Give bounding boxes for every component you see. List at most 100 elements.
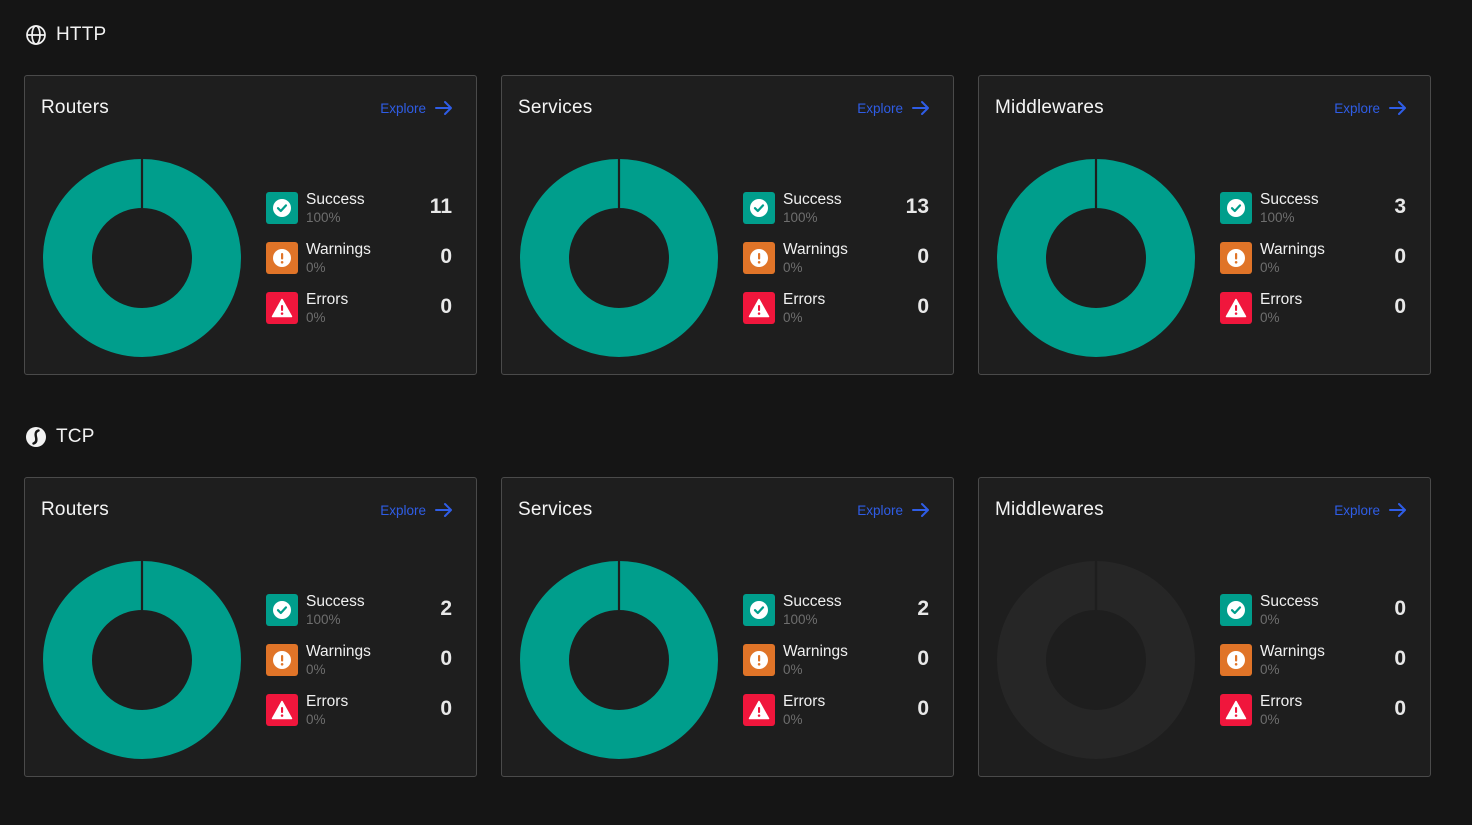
- alert-triangle-icon: [1220, 292, 1252, 324]
- stat-errors: Errors 0% 0: [1220, 693, 1406, 743]
- stat-percent: 0%: [783, 662, 803, 677]
- globe-icon: [25, 24, 47, 46]
- stat-count: 2: [440, 597, 452, 620]
- stat-label: Errors: [1260, 693, 1303, 710]
- stat-count: 0: [917, 647, 929, 670]
- exclamation-circle-icon: [266, 644, 298, 676]
- stat-count: 0: [440, 697, 452, 720]
- donut-chart: [997, 561, 1195, 759]
- exclamation-circle-icon: [1220, 242, 1252, 274]
- stat-label: Success: [1260, 593, 1319, 610]
- donut-chart: [43, 561, 241, 759]
- stat-errors: Errors 0% 0: [743, 693, 929, 743]
- stats-list: Success 100% 2 Warnings 0% 0 Errors 0% 0: [743, 593, 929, 743]
- stats-list: Success 0% 0 Warnings 0% 0 Errors 0% 0: [1220, 593, 1406, 743]
- stat-count: 0: [917, 295, 929, 318]
- exclamation-circle-icon: [743, 242, 775, 274]
- stat-label: Errors: [783, 693, 826, 710]
- arrow-right-icon: [911, 502, 931, 518]
- stat-warnings: Warnings 0% 0: [266, 241, 452, 291]
- stat-success: Success 100% 13: [743, 191, 929, 241]
- card-tcp-middlewares: Middlewares Explore Success 0% 0 Warnings 0%…: [978, 477, 1431, 777]
- stat-percent: 0%: [306, 260, 326, 275]
- explore-link[interactable]: Explore: [857, 502, 931, 518]
- stat-label: Errors: [1260, 291, 1303, 308]
- stat-errors: Errors 0% 0: [1220, 291, 1406, 341]
- http-cards-row: Routers Explore Success 100% 11 Warnings 0% 0…: [24, 75, 1431, 375]
- stat-percent: 100%: [783, 612, 818, 627]
- alert-triangle-icon: [743, 694, 775, 726]
- stat-success: Success 100% 3: [1220, 191, 1406, 241]
- explore-label: Explore: [1334, 502, 1380, 518]
- alert-triangle-icon: [266, 292, 298, 324]
- explore-label: Explore: [857, 502, 903, 518]
- card-title: Middlewares: [995, 499, 1104, 520]
- arrow-right-icon: [1388, 502, 1408, 518]
- exclamation-circle-icon: [1220, 644, 1252, 676]
- stat-percent: 100%: [1260, 210, 1295, 225]
- explore-link[interactable]: Explore: [1334, 100, 1408, 116]
- card-title: Services: [518, 97, 593, 118]
- check-circle-icon: [743, 192, 775, 224]
- check-circle-icon: [266, 192, 298, 224]
- explore-link[interactable]: Explore: [857, 100, 931, 116]
- stat-count: 13: [905, 195, 929, 218]
- stat-percent: 0%: [1260, 612, 1280, 627]
- stat-errors: Errors 0% 0: [266, 693, 452, 743]
- stat-label: Warnings: [306, 241, 371, 258]
- stat-label: Success: [783, 191, 842, 208]
- stat-label: Success: [306, 593, 365, 610]
- alert-triangle-icon: [1220, 694, 1252, 726]
- card-title: Routers: [41, 499, 109, 520]
- card-title: Middlewares: [995, 97, 1104, 118]
- section-header-tcp: TCP: [25, 426, 95, 448]
- stat-percent: 0%: [783, 260, 803, 275]
- stat-label: Warnings: [783, 643, 848, 660]
- stat-count: 2: [917, 597, 929, 620]
- stat-warnings: Warnings 0% 0: [1220, 643, 1406, 693]
- stat-warnings: Warnings 0% 0: [743, 643, 929, 693]
- stat-success: Success 100% 11: [266, 191, 452, 241]
- stat-percent: 0%: [783, 712, 803, 727]
- stat-count: 0: [440, 647, 452, 670]
- stat-label: Warnings: [1260, 643, 1325, 660]
- card-tcp-services: Services Explore Success 100% 2 Warnings 0% 0…: [501, 477, 954, 777]
- stat-percent: 0%: [306, 712, 326, 727]
- explore-label: Explore: [1334, 100, 1380, 116]
- stats-list: Success 100% 13 Warnings 0% 0 Errors 0% 0: [743, 191, 929, 341]
- explore-link[interactable]: Explore: [1334, 502, 1408, 518]
- stat-label: Warnings: [783, 241, 848, 258]
- stats-list: Success 100% 11 Warnings 0% 0 Errors 0% 0: [266, 191, 452, 341]
- stat-count: 0: [1394, 647, 1406, 670]
- check-circle-icon: [743, 594, 775, 626]
- exclamation-circle-icon: [743, 644, 775, 676]
- stat-success: Success 0% 0: [1220, 593, 1406, 643]
- stat-count: 0: [1394, 697, 1406, 720]
- check-circle-icon: [1220, 594, 1252, 626]
- explore-label: Explore: [857, 100, 903, 116]
- card-tcp-routers: Routers Explore Success 100% 2 Warnings 0% 0 E…: [24, 477, 477, 777]
- stat-success: Success 100% 2: [743, 593, 929, 643]
- donut-chart: [43, 159, 241, 357]
- stat-errors: Errors 0% 0: [743, 291, 929, 341]
- stat-label: Errors: [306, 693, 349, 710]
- stat-warnings: Warnings 0% 0: [743, 241, 929, 291]
- alert-triangle-icon: [743, 292, 775, 324]
- stat-label: Warnings: [306, 643, 371, 660]
- explore-label: Explore: [380, 100, 426, 116]
- stat-count: 3: [1394, 195, 1406, 218]
- stat-count: 0: [917, 697, 929, 720]
- card-http-middlewares: Middlewares Explore Success 100% 3 Warnings…: [978, 75, 1431, 375]
- explore-link[interactable]: Explore: [380, 502, 454, 518]
- stat-percent: 0%: [306, 310, 326, 325]
- explore-link[interactable]: Explore: [380, 100, 454, 116]
- card-http-services: Services Explore Success 100% 13 Warnings 0%…: [501, 75, 954, 375]
- donut-chart: [520, 561, 718, 759]
- stat-label: Success: [1260, 191, 1319, 208]
- stat-count: 0: [440, 245, 452, 268]
- stat-label: Warnings: [1260, 241, 1325, 258]
- card-http-routers: Routers Explore Success 100% 11 Warnings 0% 0…: [24, 75, 477, 375]
- card-title: Services: [518, 499, 593, 520]
- tcp-icon: [25, 426, 47, 448]
- stat-percent: 0%: [1260, 260, 1280, 275]
